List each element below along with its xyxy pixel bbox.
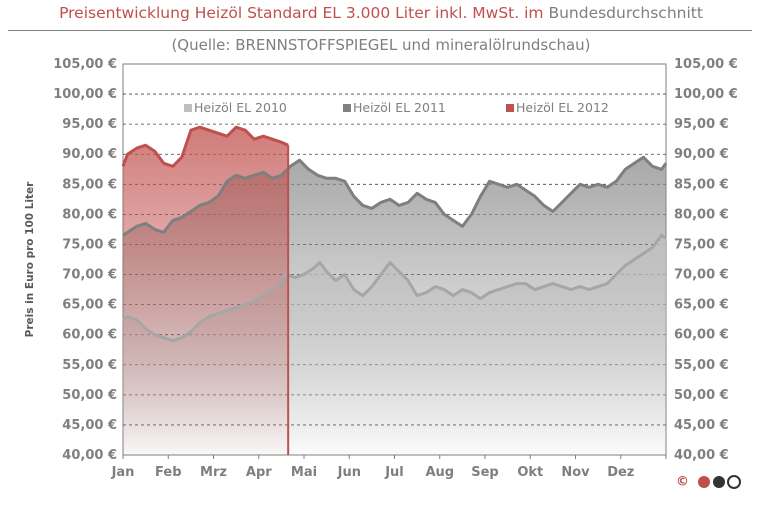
y-tick-label-right: 85,00 € xyxy=(674,177,729,192)
y-tick-label-right: 45,00 € xyxy=(674,418,729,433)
x-tick-label: Okt xyxy=(517,465,543,480)
chart-title-main: Preisentwicklung Heizöl Standard EL 3.00… xyxy=(59,4,549,22)
y-tick-label-right: 70,00 € xyxy=(674,268,729,283)
y-tick-label-left: 55,00 € xyxy=(62,358,117,373)
y-tick-label-left: 95,00 € xyxy=(62,117,117,132)
y-tick-label-left: 65,00 € xyxy=(62,298,117,313)
x-tick-label: Mai xyxy=(291,465,317,480)
legend-label: Heizöl EL 2011 xyxy=(353,100,446,115)
y-tick-label-left: 40,00 € xyxy=(62,448,117,463)
x-tick-label: Mrz xyxy=(200,465,227,480)
y-tick-label-right: 75,00 € xyxy=(674,237,729,252)
y-tick-label-right: 60,00 € xyxy=(674,328,729,343)
x-tick-label: Apr xyxy=(246,465,272,480)
y-tick-label-left: 60,00 € xyxy=(62,328,117,343)
x-tick-label: Jan xyxy=(111,465,135,480)
y-tick-label-right: 90,00 € xyxy=(674,147,729,162)
y-tick-label-left: 45,00 € xyxy=(62,418,117,433)
y-tick-label-left: 70,00 € xyxy=(62,268,117,283)
y-tick-label-right: 50,00 € xyxy=(674,388,729,403)
y-tick-label-left: 85,00 € xyxy=(62,177,117,192)
chart-subtitle: (Quelle: BRENNSTOFFSPIEGEL und mineralöl… xyxy=(171,36,591,54)
legend-swatch xyxy=(506,104,514,112)
series-line-2 xyxy=(121,125,289,168)
chart-title: Preisentwicklung Heizöl Standard EL 3.00… xyxy=(0,4,762,22)
x-tick-label: Dez xyxy=(607,465,634,480)
area-fill-2 xyxy=(123,127,289,455)
x-tick-label: Nov xyxy=(561,465,590,480)
series-line-1 xyxy=(122,155,668,237)
x-tick-label: Aug xyxy=(425,465,454,480)
y-tick-label-right: 105,00 € xyxy=(674,57,738,72)
legend-label: Heizöl EL 2012 xyxy=(516,100,609,115)
y-tick-label-right: 55,00 € xyxy=(674,358,729,373)
y-tick-label-right: 95,00 € xyxy=(674,117,729,132)
chart-title-region: Bundesdurchschnitt xyxy=(548,4,703,22)
y-axis-label: Preis in Euro pro 100 Liter xyxy=(24,181,36,337)
legend-swatch xyxy=(343,104,351,112)
y-tick-label-right: 100,00 € xyxy=(674,87,738,102)
y-tick-label-left: 90,00 € xyxy=(62,147,117,162)
x-tick-label: Jul xyxy=(384,465,404,480)
legend-label: Heizöl EL 2010 xyxy=(194,100,287,115)
x-tick-label: Feb xyxy=(155,465,181,480)
y-tick-label-right: 40,00 € xyxy=(674,448,729,463)
y-tick-label-right: 65,00 € xyxy=(674,298,729,313)
y-tick-label-left: 75,00 € xyxy=(62,237,117,252)
y-tick-label-left: 80,00 € xyxy=(62,207,117,222)
y-tick-label-left: 50,00 € xyxy=(62,388,117,403)
legend-swatch xyxy=(184,104,192,112)
logo-icon xyxy=(697,475,741,489)
copyright-logo: © xyxy=(676,474,748,490)
x-tick-label: Sep xyxy=(471,465,499,480)
y-tick-label-right: 80,00 € xyxy=(674,207,729,222)
y-tick-label-left: 100,00 € xyxy=(53,87,117,102)
series-line-0 xyxy=(122,233,667,343)
copyright-symbol: © xyxy=(676,474,689,490)
x-tick-label: Jun xyxy=(337,465,361,480)
title-divider xyxy=(8,30,752,31)
y-tick-label-left: 105,00 € xyxy=(53,57,117,72)
